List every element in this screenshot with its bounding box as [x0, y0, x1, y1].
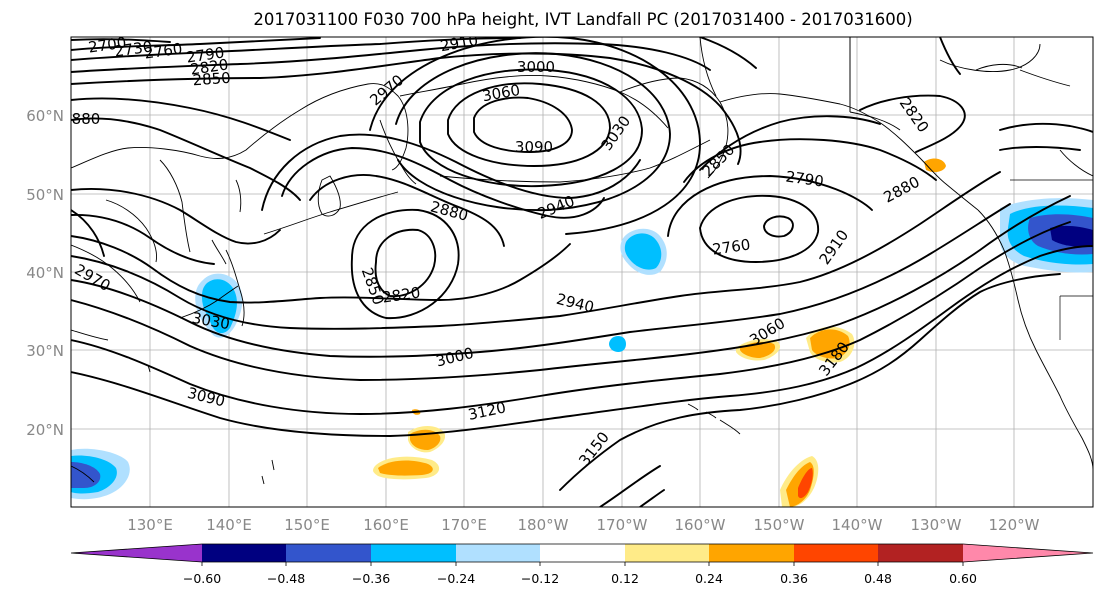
colorbar-segment — [540, 544, 625, 562]
height-contours — [71, 37, 1093, 507]
latitude-labels: 60°N 50°N 40°N 30°N 20°N — [26, 107, 64, 439]
contour-label: 3000 — [517, 58, 555, 76]
lat-label: 40°N — [26, 264, 64, 282]
colorbar-tick-label: −0.36 — [352, 571, 390, 586]
colorbar-segment — [202, 544, 286, 562]
colorbar-segment — [625, 544, 709, 562]
lat-label: 20°N — [26, 421, 64, 439]
map-title: 2017031100 F030 700 hPa height, IVT Land… — [253, 10, 912, 29]
ivt-shading — [71, 158, 1093, 507]
lon-label: 160°E — [363, 516, 409, 534]
lon-label: 180°W — [518, 516, 569, 534]
lon-label: 140°W — [832, 516, 883, 534]
lon-label: 130°E — [127, 516, 173, 534]
contour-label: 2730 — [113, 37, 153, 60]
lon-label: 150°E — [284, 516, 330, 534]
lon-label: 160°W — [675, 516, 726, 534]
colorbar-tick-label: −0.24 — [437, 571, 475, 586]
contour-label: 880 — [72, 110, 101, 128]
colorbar-ticks — [201, 562, 964, 566]
gridlines — [71, 37, 1093, 507]
contour-labels: 2700 2730 2760 2790 2820 2850 2910 3000 … — [71, 33, 932, 470]
colorbar-segment — [878, 544, 963, 562]
contour-label: 2820 — [189, 55, 229, 78]
contour-label: 2760 — [711, 235, 751, 258]
colorbar-segment — [456, 544, 540, 562]
longitude-labels: 130°E 140°E 150°E 160°E 170°E 180°W 170°… — [127, 516, 1039, 534]
contour-label: 2760 — [143, 39, 183, 62]
lon-label: 150°W — [754, 516, 805, 534]
lon-label: 130°W — [911, 516, 962, 534]
colorbar-labels: −0.60 −0.48 −0.36 −0.24 −0.12 0.12 0.24 … — [183, 571, 977, 586]
colorbar-segment — [371, 544, 456, 562]
colorbar-segment — [286, 544, 371, 562]
colorbar-tick-label: 0.24 — [695, 571, 723, 586]
colorbar-extend-low — [71, 544, 202, 562]
map-frame — [70, 36, 1094, 508]
colorbar-tick-label: −0.48 — [267, 571, 305, 586]
contour-label: 2790 — [185, 43, 225, 66]
colorbar-segment — [709, 544, 794, 562]
colorbar-extend-high — [963, 544, 1093, 562]
colorbar-tick-label: 0.36 — [780, 571, 808, 586]
colorbar-tick-label: 0.48 — [864, 571, 892, 586]
contour-label: 2700 — [87, 33, 127, 56]
colorbar-tick-label: 0.12 — [611, 571, 639, 586]
lon-label: 140°E — [206, 516, 252, 534]
colorbar-tick-label: 0.60 — [949, 571, 977, 586]
contour-label: 2850 — [192, 69, 231, 90]
colorbar — [70, 543, 1094, 563]
colorbar-tick-label: −0.60 — [183, 571, 221, 586]
lon-label: 170°E — [441, 516, 487, 534]
lat-label: 50°N — [26, 186, 64, 204]
lon-label: 120°W — [989, 516, 1040, 534]
lon-label: 170°W — [597, 516, 648, 534]
borders — [849, 37, 1093, 340]
lat-label: 30°N — [26, 342, 64, 360]
colorbar-tick-label: −0.12 — [521, 571, 559, 586]
map-area: 2700 2730 2760 2790 2820 2850 2910 3000 … — [71, 33, 1093, 507]
coastlines — [71, 37, 1093, 485]
contour-label: 2820 — [381, 283, 421, 306]
colorbar-segment — [794, 544, 878, 562]
contour-label: 3090 — [515, 138, 553, 156]
contour-label: 2790 — [785, 167, 825, 190]
lat-label: 60°N — [26, 107, 64, 125]
